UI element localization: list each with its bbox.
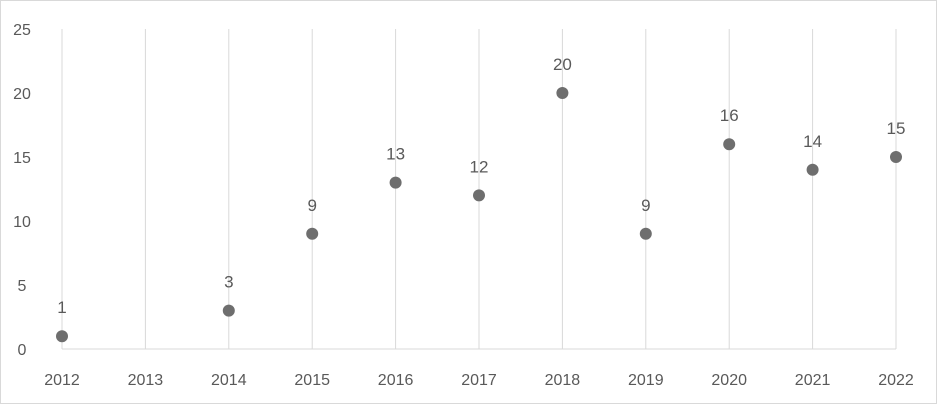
data-point-2017 bbox=[473, 189, 485, 202]
y-tick-label: 5 bbox=[18, 278, 27, 295]
data-label-2020: 16 bbox=[720, 106, 739, 125]
x-tick-label: 2018 bbox=[545, 372, 581, 389]
data-label-2014: 3 bbox=[224, 273, 233, 292]
x-tick-label: 2016 bbox=[378, 372, 414, 389]
y-tick-label: 20 bbox=[13, 86, 31, 103]
x-tick-label: 2020 bbox=[711, 372, 747, 389]
x-tick-label: 2012 bbox=[44, 372, 80, 389]
x-tick-label: 2021 bbox=[795, 372, 831, 389]
y-tick-label: 0 bbox=[18, 342, 27, 359]
x-tick-label: 2013 bbox=[128, 372, 164, 389]
data-point-2012 bbox=[56, 330, 68, 343]
x-tick-label: 2019 bbox=[628, 372, 664, 389]
y-tick-label: 25 bbox=[13, 22, 31, 39]
data-label-2016: 13 bbox=[386, 145, 405, 164]
data-point-2019 bbox=[639, 227, 652, 240]
y-tick-label: 10 bbox=[13, 214, 31, 231]
y-tick-label: 15 bbox=[13, 150, 31, 167]
data-label-2015: 9 bbox=[307, 196, 316, 215]
data-label-2017: 12 bbox=[470, 157, 489, 176]
data-point-2015 bbox=[306, 227, 319, 240]
gridlines bbox=[61, 29, 897, 349]
data-point-2021 bbox=[806, 163, 819, 176]
data-label-2019: 9 bbox=[641, 196, 650, 215]
data-point-2022 bbox=[890, 151, 902, 163]
x-tick-label: 2014 bbox=[211, 372, 247, 389]
data-point-2018 bbox=[556, 87, 569, 99]
data-point-2014 bbox=[222, 304, 235, 317]
data-label-2022: 15 bbox=[887, 119, 906, 138]
x-tick-label: 2022 bbox=[878, 372, 914, 389]
data-label-2012: 1 bbox=[57, 298, 66, 317]
data-label-2018: 20 bbox=[553, 55, 572, 74]
data-point-2020 bbox=[723, 138, 736, 151]
data-point-2016 bbox=[389, 176, 402, 189]
data-label-2021: 14 bbox=[803, 132, 822, 151]
x-tick-label: 2017 bbox=[461, 372, 497, 389]
x-tick-label: 2015 bbox=[294, 372, 330, 389]
data-points bbox=[56, 87, 902, 343]
